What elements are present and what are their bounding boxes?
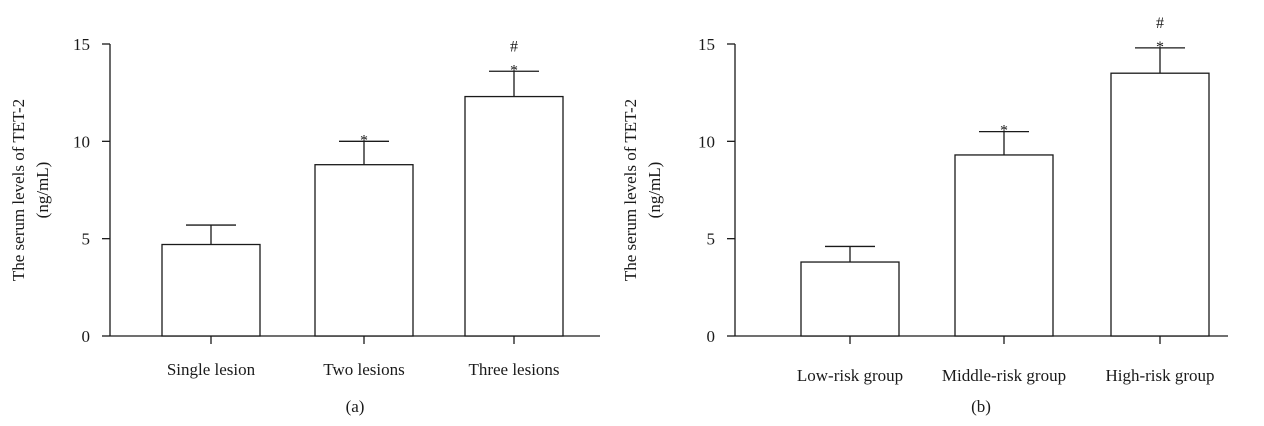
category-label: Two lesions	[323, 360, 404, 379]
bar	[1110, 72, 1210, 337]
bar	[161, 243, 261, 337]
bar	[314, 164, 414, 337]
category-label: High-risk group	[1105, 366, 1214, 385]
y-tick-label: 0	[82, 327, 91, 346]
y-axis-label: (ng/mL)	[33, 162, 52, 219]
category-label: Low-risk group	[797, 366, 903, 385]
y-axis-label: The serum levels of TET-2	[621, 99, 640, 281]
bar	[464, 95, 564, 337]
panel-label: (b)	[971, 397, 991, 416]
y-tick-label: 0	[707, 327, 716, 346]
y-tick-label: 5	[707, 230, 716, 249]
significance-mark: *	[510, 62, 518, 79]
category-label: Three lesions	[468, 360, 559, 379]
chart-panel-1: 0 5 10 15 The serum levels of TET-2 (ng/mL) Si…	[9, 35, 600, 416]
significance-mark: *	[360, 132, 368, 149]
panel-label: (a)	[346, 397, 365, 416]
significance-mark: #	[1156, 15, 1164, 32]
category-label: Single lesion	[167, 360, 256, 379]
y-tick-label: 15	[73, 35, 90, 54]
y-tick-label: 15	[698, 35, 715, 54]
y-axis-label: (ng/mL)	[645, 162, 664, 219]
y-tick-label: 10	[698, 132, 715, 151]
bar	[800, 261, 900, 337]
significance-mark: #	[510, 38, 518, 55]
chart-panel-2: 0 5 10 15 The serum levels of TET-2 (ng/mL) Lo…	[621, 15, 1228, 416]
category-label: Middle-risk group	[942, 366, 1066, 385]
y-tick-label: 10	[73, 132, 90, 151]
y-axis-label: The serum levels of TET-2	[9, 99, 28, 281]
significance-mark: *	[1000, 123, 1008, 140]
significance-mark: *	[1156, 39, 1164, 56]
y-tick-label: 5	[82, 230, 91, 249]
bar	[954, 154, 1054, 337]
